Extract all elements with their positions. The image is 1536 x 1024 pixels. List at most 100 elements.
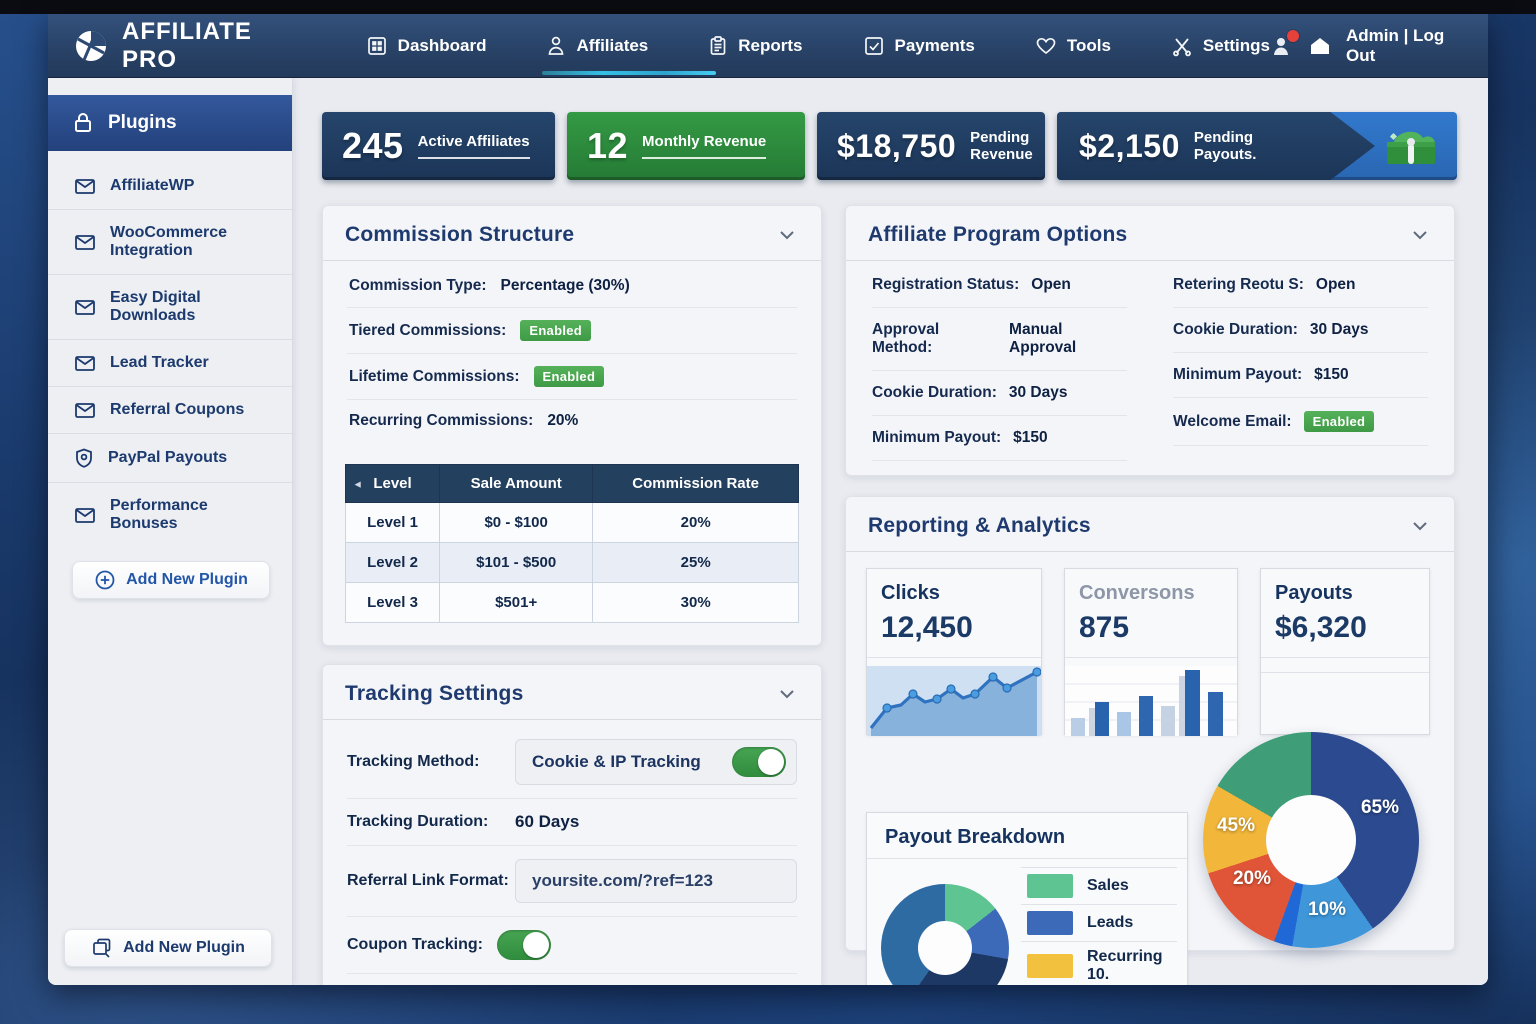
user-profile-icon[interactable] [1270,30,1299,58]
nav-item-affiliates[interactable]: Affiliates [542,14,716,78]
envelope-icon [74,298,96,316]
bottom-add-new-plugin-button[interactable]: Add New Plugin [64,929,272,967]
option-row: Approval Method: Manual Approval [872,308,1127,371]
table-header-sale-amount[interactable]: Sale Amount [439,464,594,503]
conversions-metric-box: Conversons 875 [1064,568,1238,736]
clicks-metric-box: Clicks 12,450 [866,568,1042,736]
sidebar-item-easy-digital-downloads[interactable]: Easy Digital Downloads [48,274,292,339]
commission-rows: Commission Type: Percentage (30%) Tiered… [323,261,821,448]
tracking-method-row: Tracking Method: Cookie & IP Tracking [347,726,797,799]
add-new-plugin-button[interactable]: Add New Plugin [72,561,270,599]
nav-item-label: Settings [1202,36,1270,55]
nav-item-label: Dashboard [397,36,487,55]
option-row: Cookie Duration: 30 Days [1173,308,1428,353]
table-header-commission-rate[interactable]: Commission Rate [592,464,799,503]
sidebar-item-label: Performance Bonuses [110,497,208,532]
table-row: Level 3 $501+ 30% [344,582,799,623]
enabled-badge: Enabled [520,320,592,341]
payments-check-icon [863,35,885,57]
row-value: $150 [1314,366,1349,383]
legend-swatch [1027,954,1073,978]
row-value: Open [1031,276,1071,293]
add-new-plugin-label: Add New Plugin [123,939,245,956]
window-top-strip [0,0,1536,14]
nav-item-label: Affiliates [576,36,649,55]
referral-link-input[interactable]: yoursite.com/?ref=123 [515,859,797,903]
copy-icon [91,937,113,959]
tracking-settings-panel: Tracking Settings Tracking Method: Cooki… [322,664,822,985]
option-row: Retering Reotu S: Open [1173,263,1428,308]
payout-breakdown-box: Payout Breakdown Sales [866,812,1188,985]
coupon-tracking-row: Coupon Tracking: [347,917,797,974]
tracking-duration-value: 60 Days [515,812,580,831]
stat-value: $2,150 [1079,127,1180,164]
nav-item-reports[interactable]: Reports [708,14,803,78]
sidebar-item-lead-tracker[interactable]: Lead Tracker [48,339,292,386]
cell-sale-amount: $101 - $500 [439,542,594,583]
metric-value: $6,320 [1261,607,1429,658]
lock-icon [72,111,94,135]
nav-item-label: Tools [1066,36,1111,55]
cell-commission-rate: 20% [592,502,799,543]
legend-swatch [1027,911,1073,935]
cell-sale-amount: $501+ [439,582,594,623]
nav-items: Dashboard Affiliates Reports [366,14,1270,78]
chevron-down-icon[interactable] [775,685,799,703]
stat-card-pending-revenue: $18,750 Pending Revenue [817,112,1045,180]
row-label: Referral Link Format: [347,872,509,889]
stat-value: 245 [342,125,404,166]
row-label: Tracking Duration: [347,813,489,830]
metrics-row: Clicks 12,450 [866,568,1434,736]
sidebar-item-woocommerce-integration[interactable]: WooCommerce Integration [48,209,292,274]
nav-item-tools[interactable]: Tools [1035,14,1111,78]
affiliate-program-options-panel: Affiliate Program Options Registration S… [845,205,1455,476]
metric-value: 12,450 [867,607,1041,658]
cell-sale-amount: $0 - $100 [439,502,594,543]
app-window: AFFILIATE PRO Dashboard Affiliates [48,14,1488,985]
chevron-down-icon[interactable] [775,226,799,244]
metric-title: Payouts [1275,582,1353,604]
tracking-method-toggle[interactable] [732,747,786,777]
row-label: Lifetime Commissions: [349,367,520,385]
row-value: 20% [547,412,579,429]
row-label: Retering Reotu S: [1173,276,1304,293]
nav-user-area: Admin | Log Out [1270,26,1462,66]
sidebar-item-referral-coupons[interactable]: Referral Coupons [48,386,292,433]
money-envelope-icon [1379,122,1441,170]
admin-logout-link[interactable]: Admin | Log Out [1345,26,1445,65]
sidebar-item-affiliatewp[interactable]: AffiliateWP [48,163,292,209]
brand-name: AFFILIATE PRO [122,18,252,73]
metric-title: Conversons [1079,582,1195,604]
row-value: Open [1315,276,1356,293]
top-nav: AFFILIATE PRO Dashboard Affiliates [48,14,1488,78]
payouts-empty-strip [1261,672,1429,714]
table-header-level[interactable]: ◂ Level [344,464,441,503]
dashboard-grid-icon [366,35,388,57]
conversions-bar-chart [1065,666,1237,736]
panel-title: Commission Structure [345,223,575,246]
payout-breakdown-legend: Sales Leads Recurring 10. [1021,867,1177,985]
metric-value: 875 [1065,607,1237,658]
shield-icon [74,448,94,468]
row-value: $150 [1013,429,1048,446]
option-row: Minimum Payout: $150 [1173,353,1428,398]
legend-swatch [1027,874,1073,898]
nav-item-payments[interactable]: Payments [863,14,975,78]
panel-title: Tracking Settings [345,682,524,705]
tracking-method-field[interactable]: Cookie & IP Tracking [515,739,797,785]
chevron-down-icon[interactable] [1408,226,1432,244]
home-icon[interactable] [1308,35,1332,57]
sidebar-item-performance-bonuses[interactable]: Performance Bonuses [48,482,292,547]
sidebar-item-paypal-payouts[interactable]: PayPal Payouts [48,433,292,482]
donut-label-20: 20% [1232,868,1272,889]
sidebar-item-label: Easy Digital Downloads [110,289,201,324]
sort-arrow-icon: ◂ [355,478,361,490]
chevron-down-icon[interactable] [1408,517,1432,535]
coupon-tracking-toggle[interactable] [497,930,551,960]
cell-commission-rate: 25% [592,542,799,583]
payout-breakdown-donut-chart [881,883,1009,985]
nav-item-dashboard[interactable]: Dashboard [366,14,487,78]
envelope-icon [74,506,96,524]
nav-item-settings[interactable]: Settings [1171,14,1270,78]
stat-card-active-affiliates: 245 Active Affiliates [322,112,555,180]
